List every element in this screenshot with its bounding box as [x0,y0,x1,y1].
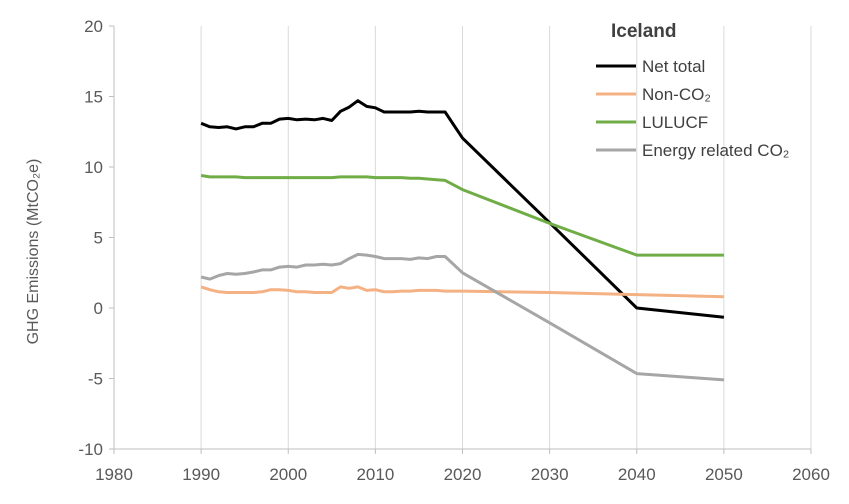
gridlines [200,26,812,449]
x-tick-label: 2050 [705,465,743,484]
legend: Iceland Net total Non-CO₂ LULUCF Energy rel… [596,21,789,160]
y-tick-label: -5 [88,370,103,389]
y-axis-title: GHG Emissions (MtCO₂e) [25,159,42,345]
tick-labels: -10 -5 0 5 10 15 20 1980 1990 2000 2010 2020 2030 204… [78,17,829,484]
series-line-1 [200,285,724,299]
x-tick-label: 2040 [618,465,656,484]
legend-label: Energy related CO₂ [642,141,789,160]
x-tick-label: 2030 [531,465,569,484]
axes [109,25,812,454]
legend-label: Non-CO₂ [642,85,711,104]
series-line-2 [200,174,724,257]
y-tick-label: 0 [94,299,103,318]
y-tick-label: 20 [84,17,103,36]
y-tick-label: 15 [84,88,103,107]
y-tick-label: 10 [84,158,103,177]
chart-title: Iceland [611,21,676,42]
x-tick-label: 2020 [444,465,482,484]
legend-label: Net total [642,57,705,76]
x-tick-label: 1990 [182,465,220,484]
series-line-3 [200,252,725,382]
x-tick-label: 2060 [792,465,830,484]
series-line-0 [200,99,725,319]
series-layer [200,99,725,382]
y-tick-label: -10 [78,440,103,459]
x-tick-label: 2000 [269,465,307,484]
x-tick-label: 1980 [95,465,133,484]
x-tick-label: 2010 [356,465,394,484]
y-tick-label: 5 [94,229,103,248]
legend-label: LULUCF [642,113,708,132]
